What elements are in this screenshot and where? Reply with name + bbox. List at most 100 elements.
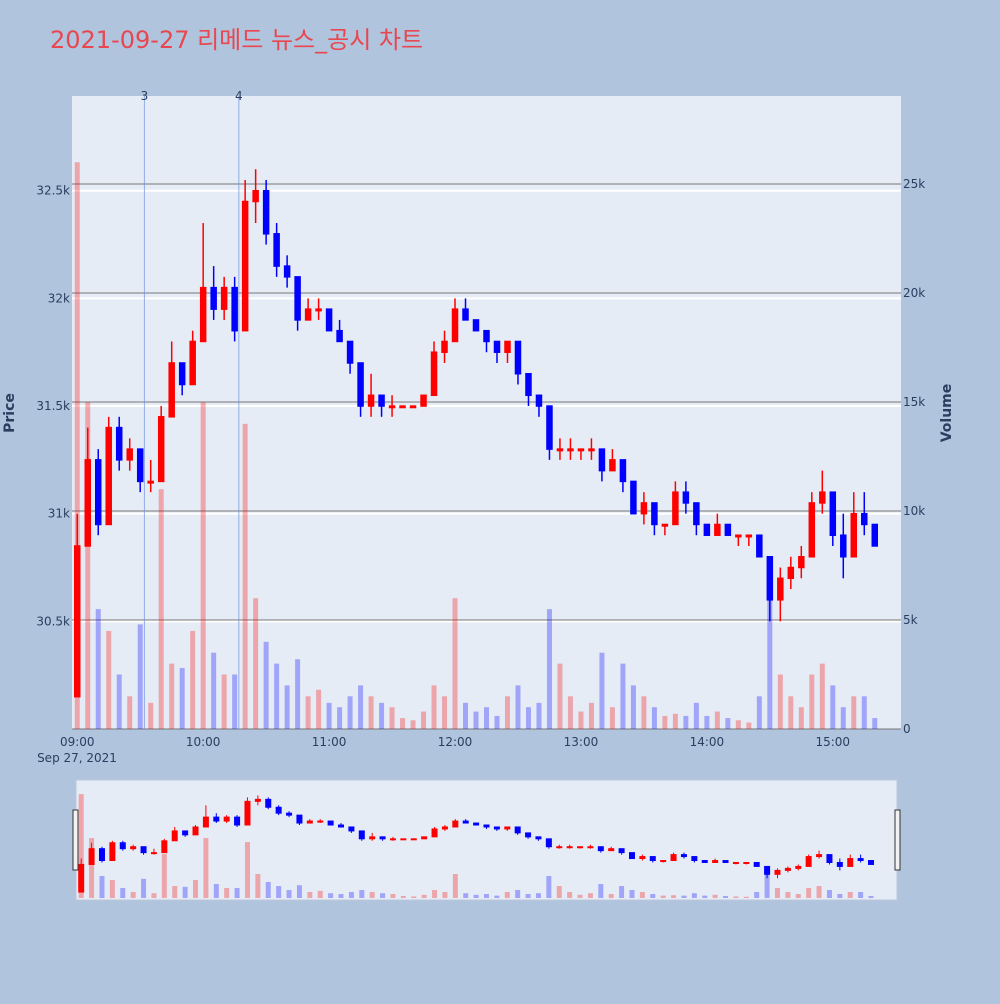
volume-bar xyxy=(232,674,238,729)
volume-bar xyxy=(463,893,469,898)
candle-body xyxy=(150,852,157,855)
candle-body xyxy=(566,846,573,849)
volume-bar xyxy=(473,894,479,898)
candle-body xyxy=(430,351,438,397)
candle-body xyxy=(441,826,448,830)
volume-bar xyxy=(629,890,635,898)
candle-body xyxy=(628,852,635,860)
candle-body xyxy=(283,265,291,278)
volume-bar xyxy=(400,718,406,729)
volume-bar xyxy=(746,722,752,729)
candle-body xyxy=(743,861,750,864)
range-slider[interactable] xyxy=(75,779,898,901)
candle-body xyxy=(857,858,864,862)
volume-bar xyxy=(767,598,773,729)
candle-body xyxy=(94,459,102,526)
candle-body xyxy=(691,856,698,862)
volume-bar xyxy=(120,888,126,898)
volume-bar xyxy=(348,892,354,898)
candle-body xyxy=(171,830,178,842)
volume-bar xyxy=(819,663,825,729)
volume-bar xyxy=(712,894,718,898)
volume-bar xyxy=(577,894,583,898)
volume-bar xyxy=(421,711,427,729)
volume-bar xyxy=(317,890,323,898)
volume-bar xyxy=(338,894,344,898)
volume-bar xyxy=(515,890,521,898)
volume-bar xyxy=(431,685,437,729)
volume-bar xyxy=(432,890,438,898)
volume-bar xyxy=(872,718,878,729)
candle-body xyxy=(850,512,858,558)
candle-body xyxy=(764,865,771,875)
slider-handle-right[interactable] xyxy=(894,809,901,871)
volume-bar xyxy=(369,892,375,898)
volume-bar xyxy=(211,652,217,729)
candle-body xyxy=(836,861,843,867)
candle-body xyxy=(348,826,355,832)
candle-body xyxy=(701,860,708,863)
candle-body xyxy=(315,308,322,312)
candle-body xyxy=(78,863,85,893)
volume-bar xyxy=(172,886,178,898)
volume-bar xyxy=(484,894,489,898)
volume-bar xyxy=(826,890,832,898)
annotation-label: 3 xyxy=(141,89,149,103)
candle-body xyxy=(210,286,217,310)
candle-body xyxy=(861,512,868,526)
volume-bar xyxy=(368,696,374,729)
candle-body xyxy=(735,534,742,538)
candle-body xyxy=(126,448,133,461)
volume-bar xyxy=(714,711,720,729)
volume-bar xyxy=(265,882,271,898)
volume-bar xyxy=(556,886,562,898)
candle-body xyxy=(608,848,615,852)
slider-handle-left[interactable] xyxy=(72,809,79,871)
volume-bar xyxy=(158,489,164,729)
volume-bar xyxy=(452,874,458,898)
volume-bar xyxy=(253,598,259,729)
volume-bar xyxy=(442,892,448,898)
candle-body xyxy=(546,405,553,450)
candle-body xyxy=(378,394,385,407)
candle-body xyxy=(587,846,594,849)
candle-body xyxy=(119,842,126,850)
volume-bar xyxy=(567,892,573,898)
candle-body xyxy=(286,812,293,816)
volume-bar xyxy=(484,707,489,729)
volume-bar xyxy=(651,707,657,729)
candle-body xyxy=(409,405,417,409)
volume-bar xyxy=(620,663,626,729)
volume-bar xyxy=(816,886,822,898)
volume-bar xyxy=(840,707,846,729)
volume-bar xyxy=(702,895,708,898)
candle-body xyxy=(545,838,552,848)
volume-bar xyxy=(608,894,614,898)
volume-bar xyxy=(662,715,668,729)
candle-body xyxy=(109,842,116,862)
volume-bar xyxy=(244,842,250,898)
volume-bar xyxy=(296,885,302,898)
volume-bar xyxy=(788,696,794,729)
candle-body xyxy=(784,867,791,871)
candle-body xyxy=(597,846,604,852)
volume-bar xyxy=(276,886,282,898)
y2-tick-label: 5k xyxy=(903,613,918,627)
volume-bar xyxy=(421,894,427,898)
volume-bar xyxy=(723,896,729,898)
candle-body xyxy=(567,448,574,452)
candle-body xyxy=(115,426,123,461)
volume-bar xyxy=(798,707,804,729)
volume-bar xyxy=(106,630,112,729)
candle-body xyxy=(787,566,795,580)
candle-body xyxy=(367,394,375,407)
candle-body xyxy=(805,856,812,867)
x-tick-label: 13:00 xyxy=(564,735,599,749)
volume-bar xyxy=(89,838,95,898)
candle-body xyxy=(483,329,490,343)
volume-bar xyxy=(213,884,219,898)
candle-body xyxy=(189,340,196,386)
volume-bar xyxy=(389,707,395,729)
